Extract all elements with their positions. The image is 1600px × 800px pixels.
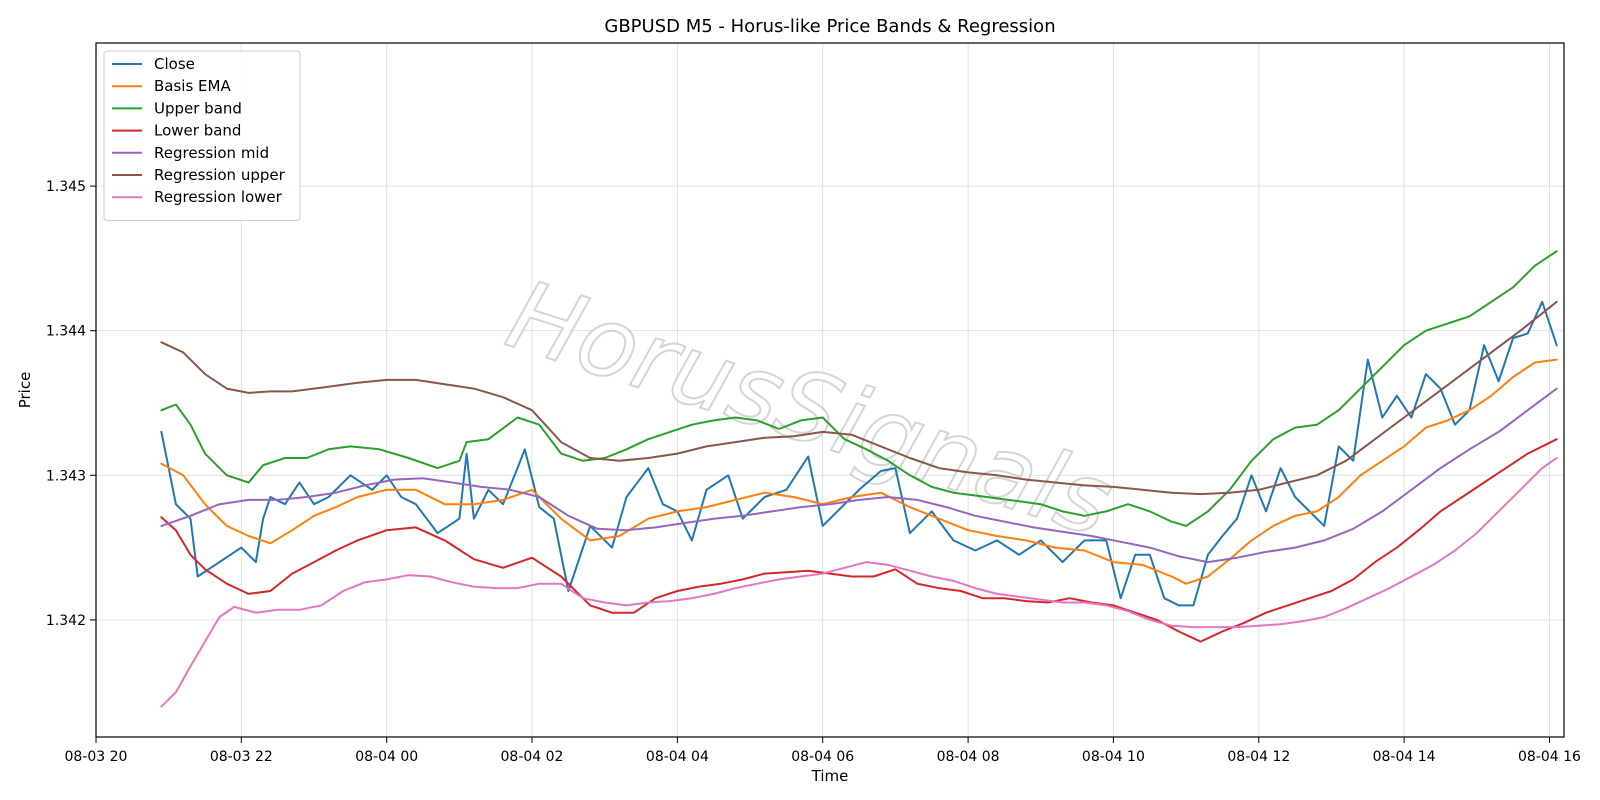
series-line-regression-upper — [160, 300, 1558, 496]
series-line-upper-band — [160, 250, 1558, 527]
series-line-lower-band — [160, 438, 1558, 643]
plot-frame — [95, 42, 1565, 738]
legend-label-upper-band: Upper band — [154, 99, 242, 117]
x-tick-label: 08-04 08 — [937, 749, 1000, 765]
x-tick-label: 08-03 20 — [65, 749, 128, 765]
y-axis-label: Price — [16, 372, 34, 409]
series-line-regression-mid — [160, 387, 1558, 564]
legend-label-regression-lower: Regression lower — [154, 188, 283, 206]
x-tick-label: 08-03 22 — [210, 749, 273, 765]
legend-label-regression-mid: Regression mid — [154, 144, 269, 162]
series-line-basis-ema — [160, 358, 1558, 585]
x-tick-label: 08-04 12 — [1227, 749, 1290, 765]
x-tick-label: 08-04 02 — [501, 749, 564, 765]
series-lines — [160, 250, 1558, 708]
legend: Close Basis EMA Upper band Lower band Regres… — [103, 50, 301, 221]
x-tick-label: 08-04 00 — [355, 749, 418, 765]
legend-label-lower-band: Lower band — [154, 122, 241, 140]
x-axis-label: Time — [811, 767, 849, 785]
legend-label-basis-ema: Basis EMA — [154, 77, 231, 95]
x-tick-label: 08-04 10 — [1082, 749, 1145, 765]
y-tick-label: 1.345 — [46, 179, 86, 195]
gridlines — [95, 43, 1564, 737]
axis-ticks: 08-03 20 08-03 22 08-04 00 08-04 02 08-04 04… — [46, 179, 1581, 765]
legend-label-regression-upper: Regression upper — [154, 166, 286, 184]
chart-title: GBPUSD M5 - Horus-like Price Bands & Reg… — [604, 16, 1055, 37]
legend-box — [103, 50, 301, 221]
legend-label-close: Close — [154, 55, 195, 73]
y-tick-label: 1.342 — [46, 613, 86, 629]
y-tick-label: 1.344 — [46, 324, 86, 340]
x-tick-label: 08-04 04 — [646, 749, 709, 765]
x-tick-label: 08-04 16 — [1518, 749, 1581, 765]
x-tick-label: 08-04 06 — [791, 749, 854, 765]
series-line-regression-lower — [160, 457, 1558, 708]
x-tick-label: 08-04 14 — [1373, 749, 1436, 765]
y-tick-label: 1.343 — [46, 468, 86, 484]
